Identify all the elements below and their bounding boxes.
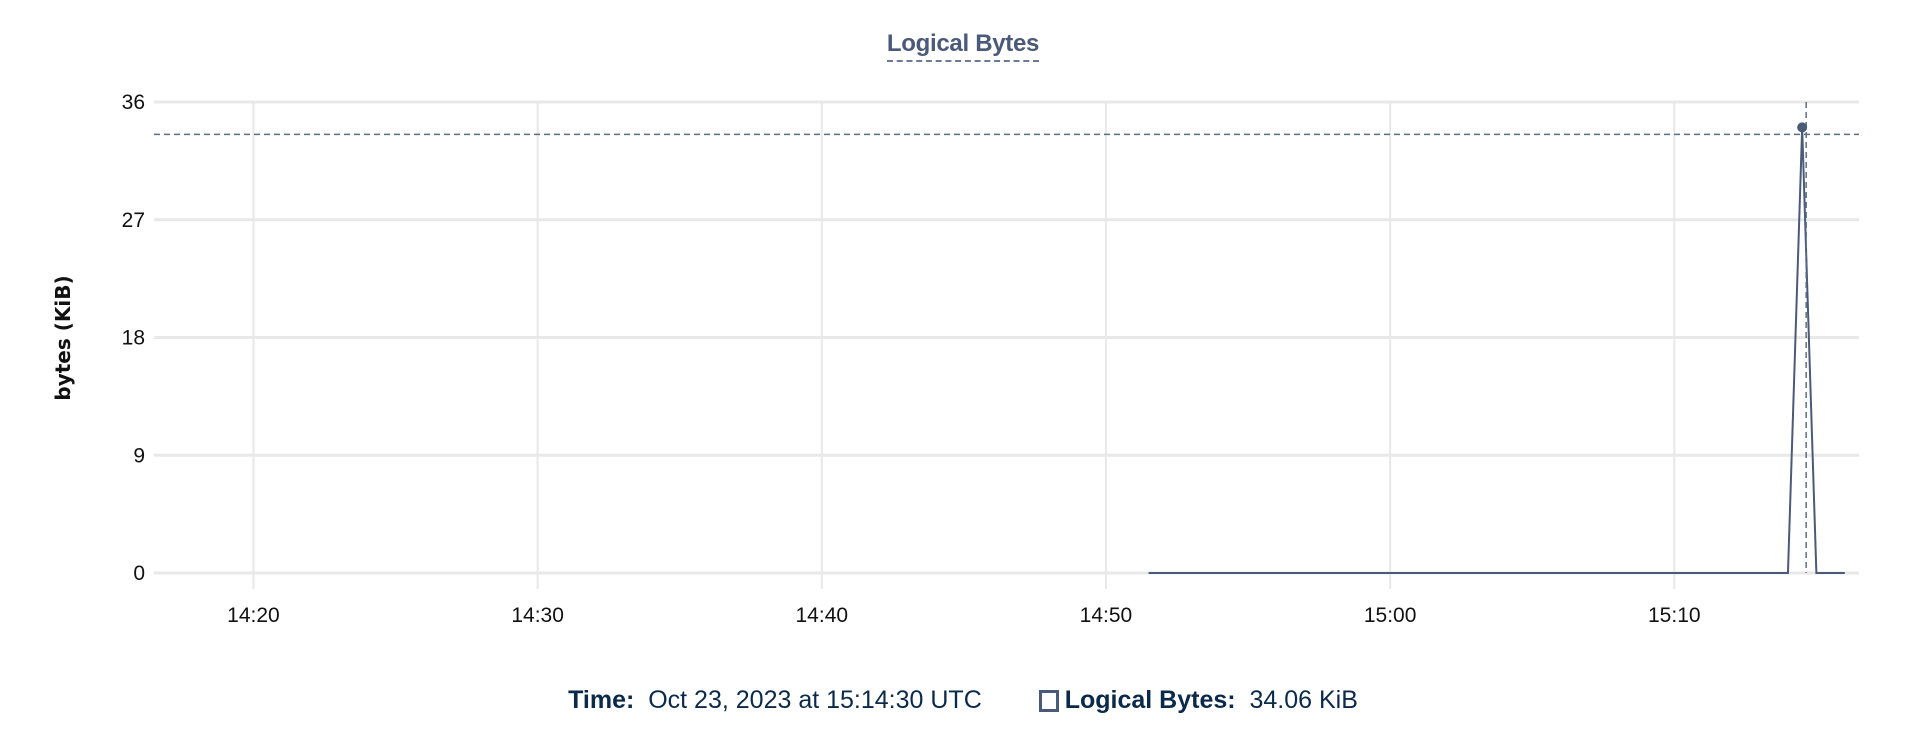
y-tick-label: 36: [122, 91, 145, 114]
series-label: Logical Bytes:: [1064, 686, 1236, 714]
chart-title: Logical Bytes: [0, 30, 1926, 62]
y-tick-label: 9: [133, 444, 145, 467]
x-tick-label: 15:00: [1364, 604, 1417, 627]
series-line: [1148, 127, 1845, 574]
series-value: 34.06 KiB: [1249, 686, 1358, 714]
x-tick-label: 14:30: [511, 604, 564, 627]
x-tick-label: 14:20: [227, 604, 280, 627]
y-tick-label: 18: [122, 327, 145, 350]
x-tick-label: 15:10: [1648, 604, 1701, 627]
hover-point: [1797, 122, 1808, 133]
chart-title-text: Logical Bytes: [886, 30, 1039, 62]
hover-legend: Time: Oct 23, 2023 at 15:14:30 UTC Logic…: [0, 686, 1926, 715]
series-swatch[interactable]: [1038, 690, 1059, 712]
time-value: Oct 23, 2023 at 15:14:30 UTC: [648, 686, 982, 714]
y-tick-label: 27: [122, 209, 145, 232]
y-tick-label: 0: [133, 562, 145, 585]
x-tick-label: 14:40: [796, 604, 849, 627]
x-tick-label: 14:50: [1080, 604, 1133, 627]
time-label: Time:: [568, 686, 635, 714]
